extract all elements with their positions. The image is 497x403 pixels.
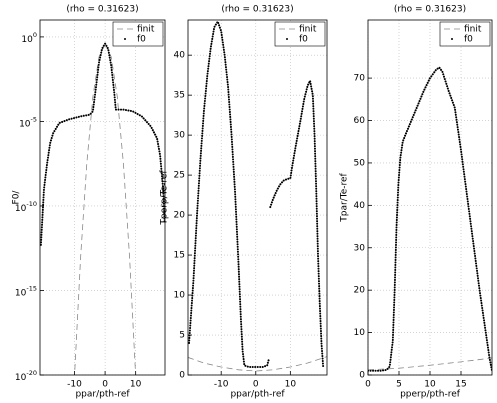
- x-axis-label: pperp/pth-ref: [400, 390, 461, 400]
- x-axis-label: ppar/pth-ref: [75, 390, 130, 400]
- plot-frame: [367, 19, 493, 376]
- x-tick-label: 10: [285, 380, 297, 390]
- legend-marker: [124, 38, 126, 40]
- y-tick-label: 20: [354, 286, 366, 296]
- legend-box: [439, 21, 491, 47]
- x-tick-label: -10: [67, 380, 82, 390]
- y-tick-label: 20: [174, 211, 186, 221]
- series-line: [188, 356, 327, 372]
- y-tick-label: 35: [174, 91, 185, 101]
- y-axis-label: Tperp/Te-ref: [160, 170, 170, 226]
- y-tick-label: 60: [354, 116, 366, 126]
- y-axis-label: Tpar/Te-ref: [340, 172, 350, 222]
- y-tick-label: 30: [354, 243, 366, 253]
- legend-label: finit: [299, 25, 317, 35]
- y-tick-label: 40: [174, 51, 186, 61]
- legend-marker: [286, 38, 288, 40]
- y-tick-label: 10-10: [15, 200, 37, 214]
- y-tick-label: 10: [354, 328, 366, 338]
- x-tick-label: 10: [424, 380, 436, 390]
- x-tick-label: 15: [455, 380, 466, 390]
- y-tick-label: 0: [359, 371, 365, 381]
- plot-frame: [39, 19, 166, 376]
- x-tick-label: 0: [253, 380, 259, 390]
- legend-label: f0: [137, 35, 146, 45]
- series-line: [40, 41, 165, 246]
- chart-title: (rho = 0.31623): [221, 5, 293, 15]
- y-tick-label: 40: [354, 201, 366, 211]
- y-tick-label: 5: [179, 331, 185, 341]
- chart-title: (rho = 0.31623): [394, 5, 466, 15]
- x-tick-label: 0: [102, 380, 108, 390]
- y-tick-label: 70: [354, 74, 366, 84]
- y-tick-label: 10-15: [15, 284, 37, 298]
- y-tick-label: 50: [354, 158, 366, 168]
- series-line: [368, 66, 492, 372]
- y-tick-label: 25: [174, 171, 185, 181]
- x-tick-label: 5: [396, 380, 402, 390]
- chart-title: (rho = 0.31623): [66, 5, 138, 15]
- legend-box: [274, 21, 326, 47]
- x-axis-label: ppar/pth-ref: [230, 390, 285, 400]
- series-line: [188, 20, 325, 368]
- series-line: [74, 42, 136, 370]
- legend-box: [112, 21, 164, 47]
- plot-frame: [187, 19, 328, 376]
- y-axis-label: F0/: [12, 190, 22, 205]
- y-tick-label: 10: [174, 291, 186, 301]
- series-line: [368, 357, 492, 371]
- y-tick-label: 10-5: [19, 115, 37, 129]
- y-tick-label: 0: [179, 371, 185, 381]
- legend-label: f0: [299, 35, 308, 45]
- legend-label: finit: [137, 25, 155, 35]
- x-tick-label: -10: [214, 380, 229, 390]
- y-tick-label: 30: [174, 131, 186, 141]
- x-tick-label: 0: [365, 380, 371, 390]
- legend-label: finit: [464, 25, 482, 35]
- legend-marker: [451, 38, 453, 40]
- legend-label: f0: [464, 35, 473, 45]
- y-tick-label: 10-20: [15, 369, 37, 383]
- x-tick-label: 10: [130, 380, 142, 390]
- y-tick-label: 15: [174, 251, 185, 261]
- y-tick-label: 100: [21, 31, 37, 45]
